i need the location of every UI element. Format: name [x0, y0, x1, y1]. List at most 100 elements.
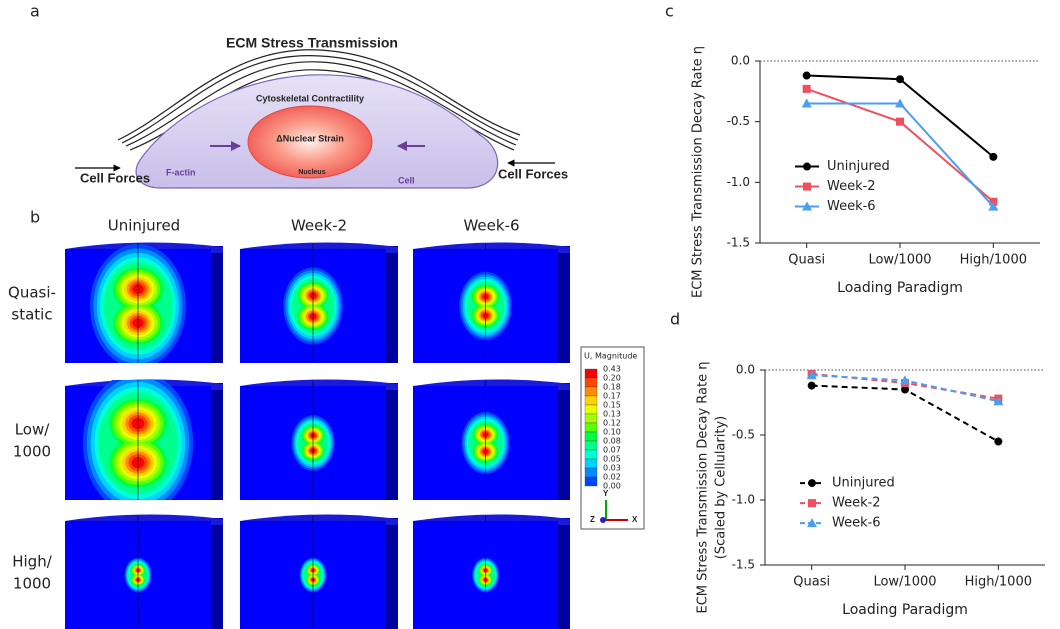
legend-label: 0.08: [603, 437, 621, 446]
column-header: Week-2: [291, 217, 347, 235]
legend-label: Week-6: [827, 199, 876, 214]
y-tick-label: 0.0: [731, 54, 750, 68]
legend-label: 0.17: [603, 392, 621, 401]
legend-swatch: [585, 432, 597, 441]
legend-swatch: [585, 468, 597, 477]
column-header: Week-6: [463, 217, 519, 235]
y-axis-label: (Scaled by Cellularity): [714, 416, 729, 559]
legend-label: 0.43: [603, 365, 621, 374]
row-header: Low/: [15, 421, 51, 439]
block-side: [558, 246, 570, 363]
y-tick-label: -0.5: [732, 428, 755, 442]
legend-swatch: [585, 378, 597, 387]
block-side: [211, 246, 223, 363]
marker: [994, 438, 1002, 446]
marker: [803, 85, 811, 93]
x-tick-label: High/1000: [960, 253, 1027, 268]
row-header: High/: [12, 553, 52, 571]
legend-label: 0.20: [603, 374, 621, 383]
legend-label: 0.07: [603, 446, 621, 455]
legend-swatch: [585, 441, 597, 450]
heatmap: [90, 243, 186, 368]
legend-swatch: [585, 450, 597, 459]
title: ECM Stress Transmission: [226, 35, 398, 51]
series-line: [807, 76, 994, 157]
legend-swatch: [585, 477, 597, 486]
block-side: [211, 383, 223, 500]
y-tick-label: -1.0: [732, 493, 755, 507]
label: Cytoskeletal Contractility: [256, 93, 364, 103]
axis-z: [600, 517, 606, 523]
panel-label: b: [30, 208, 40, 227]
y-axis-label: ECM Stress Transmission Decay Rate η: [696, 362, 711, 614]
y-tick-label: 0.0: [736, 363, 755, 377]
marker: [808, 382, 816, 390]
panel-b: b UninjuredWeek-2Week-6Quasi-staticLow/1…: [8, 208, 644, 629]
legend-label: 0.05: [603, 455, 621, 464]
legend-swatch: [585, 459, 597, 468]
x-tick-label: Quasi: [788, 253, 825, 268]
label: Cell Forces: [498, 166, 568, 181]
x-tick-label: Low/1000: [873, 575, 936, 590]
legend-swatch: [585, 405, 597, 414]
legend-label: 0.02: [603, 473, 621, 482]
legend-marker: [803, 183, 811, 191]
legend-label: 0.13: [603, 410, 621, 419]
panel-a: a ECM Stress Transmission Cytoskeletal C…: [30, 2, 568, 189]
legend-label: 0.12: [603, 419, 621, 428]
legend-label: Week-6: [832, 516, 881, 531]
axis-label: X: [632, 515, 638, 524]
panel-label: d: [670, 310, 680, 329]
panel-label: a: [30, 2, 40, 21]
x-axis-label: Loading Paradigm: [837, 280, 963, 296]
block-side: [558, 518, 570, 629]
y-tick-label: -1.0: [727, 175, 750, 189]
block-side: [558, 383, 570, 500]
block-side: [211, 518, 223, 629]
x-axis-label: Loading Paradigm: [842, 602, 968, 618]
block-side: [386, 518, 398, 629]
legend-label: Uninjured: [832, 476, 895, 491]
charts: c 0.0 -0.5 -1.0 -1.5 Quasi Low/1000 High/1000 Lo…: [665, 2, 1045, 619]
legend-label: Uninjured: [827, 159, 890, 174]
label: Nucleus: [298, 169, 325, 176]
block-side: [386, 383, 398, 500]
legend-label: 0.10: [603, 428, 621, 437]
y-axis-label: ECM Stress Transmission Decay Rate η: [691, 46, 706, 298]
row-header: static: [11, 306, 52, 324]
x-tick-label: Quasi: [793, 575, 830, 590]
row-header: 1000: [13, 443, 51, 461]
legend-swatch: [585, 387, 597, 396]
label: Cell: [398, 175, 415, 185]
legend-marker: [808, 479, 816, 487]
legend-swatch: [585, 369, 597, 378]
legend-label: 0.03: [603, 464, 621, 473]
x-tick-label: High/1000: [965, 575, 1032, 590]
legend-marker: [803, 163, 811, 171]
axis-label: Y: [603, 489, 609, 498]
legend-label: 0.18: [603, 383, 621, 392]
block-side: [386, 246, 398, 363]
label: ΔNuclear Strain: [276, 133, 344, 143]
column-header: Uninjured: [108, 217, 180, 235]
marker: [803, 72, 811, 80]
axis-label: Z: [590, 515, 595, 524]
heatmap: [83, 372, 193, 515]
x-tick-label: Low/1000: [868, 253, 931, 268]
y-tick-label: -0.5: [727, 114, 750, 128]
marker: [989, 153, 997, 161]
y-tick-label: -1.5: [732, 558, 755, 572]
label: Cell Forces: [80, 170, 150, 185]
legend-label: 0.15: [603, 401, 621, 410]
marker: [896, 75, 904, 83]
legend-swatch: [585, 396, 597, 405]
figure: a ECM Stress Transmission Cytoskeletal C…: [0, 0, 1060, 629]
row-header: 1000: [13, 575, 51, 593]
legend-label: Week-2: [832, 496, 881, 511]
legend-swatch: [585, 414, 597, 423]
legend-marker: [808, 499, 816, 507]
label: F-actin: [166, 167, 196, 177]
panel-label: c: [665, 2, 674, 21]
legend-swatch: [585, 423, 597, 432]
y-tick-label: -1.5: [727, 236, 750, 250]
